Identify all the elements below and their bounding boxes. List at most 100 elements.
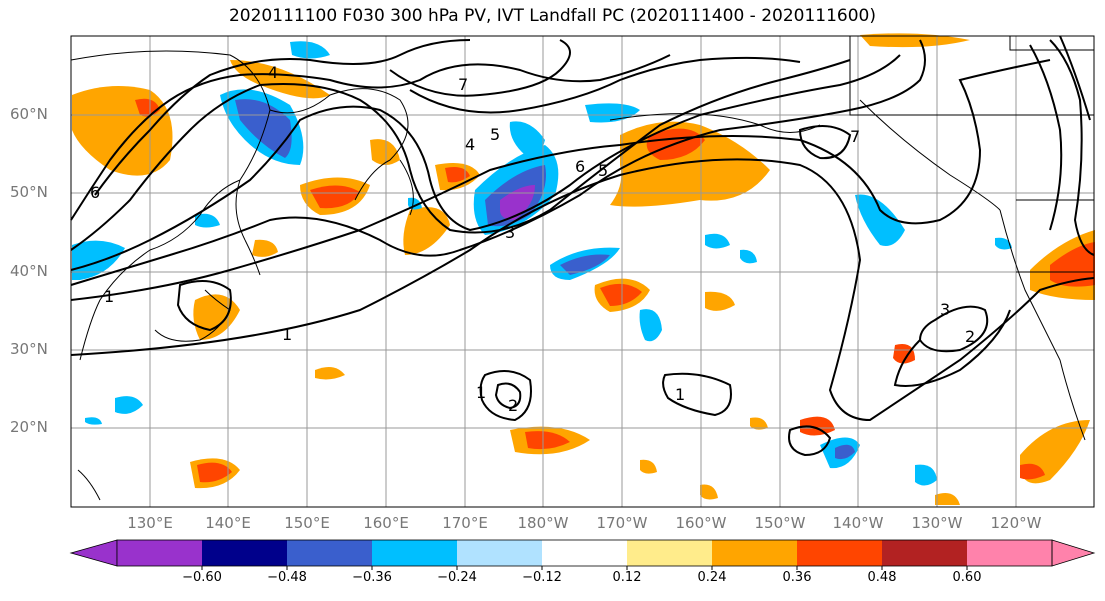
lon-label-180w: 180°W xyxy=(517,514,569,532)
contour-label: 6 xyxy=(575,157,585,176)
lat-label-50n: 50°N xyxy=(10,183,48,201)
shade-positive xyxy=(252,239,278,257)
contour-label: 4 xyxy=(268,63,278,82)
lat-label-60n: 60°N xyxy=(10,105,48,123)
map-title: 2020111100 F030 300 hPa PV, IVT Landfall… xyxy=(228,6,876,26)
shade-negative xyxy=(835,444,855,460)
shade-positive xyxy=(315,366,345,380)
map-frame xyxy=(70,35,1095,508)
shade-positive xyxy=(403,207,450,255)
shade-negative xyxy=(290,41,330,59)
colorbar-tick-label: 0.36 xyxy=(782,570,812,585)
shade-positive xyxy=(700,484,718,500)
colorbar-bin xyxy=(287,540,372,566)
shade-positive xyxy=(230,60,330,99)
colorbar-bin xyxy=(372,540,457,566)
contour-label: 3 xyxy=(505,223,515,242)
colorbar-outline xyxy=(116,539,1053,567)
shade-positive xyxy=(525,431,570,450)
lon-label-170e: 170°E xyxy=(442,514,488,532)
contour-label: 4 xyxy=(465,135,475,154)
shade-negative xyxy=(740,249,757,264)
shade-positive xyxy=(640,459,657,474)
colorbar-tick-label: −0.36 xyxy=(352,570,392,585)
shade-positive xyxy=(600,283,642,306)
lon-label-170w: 170°W xyxy=(596,514,648,532)
lon-label-150w: 150°W xyxy=(754,514,806,532)
shade-negative xyxy=(509,121,545,156)
lon-label-120w: 120°W xyxy=(990,514,1042,532)
colorbar-bin xyxy=(627,540,712,566)
shade-negative xyxy=(915,464,937,486)
shade-negative xyxy=(235,99,292,158)
shade-positive xyxy=(310,185,360,209)
contour-labels: 1 1 1 1 2 2 3 3 4 4 5 5 6 6 7 7 xyxy=(90,63,975,415)
contour-label: 5 xyxy=(598,161,608,180)
colorbar-bin xyxy=(712,540,797,566)
colorbar-tick-label: 0.60 xyxy=(952,570,982,585)
shade-positive xyxy=(197,462,232,483)
lon-label-150e: 150°E xyxy=(284,514,330,532)
lon-label-160e: 160°E xyxy=(363,514,409,532)
shade-positive xyxy=(800,416,835,436)
colorbar-tick-label: 0.24 xyxy=(697,570,727,585)
contour-label: 2 xyxy=(508,396,518,415)
contour-label: 6 xyxy=(90,183,100,202)
shade-positive xyxy=(750,417,768,430)
colorbar-tick-label: −0.12 xyxy=(522,570,562,585)
colorbar-tick-label: −0.24 xyxy=(437,570,477,585)
shade-negative xyxy=(705,233,730,249)
shade-negative xyxy=(500,185,535,220)
colorbar-bin xyxy=(967,540,1052,566)
lat-label-40n: 40°N xyxy=(10,262,48,280)
contour-label: 1 xyxy=(104,287,114,306)
lat-label-30n: 30°N xyxy=(10,340,48,358)
colorbar xyxy=(69,539,1096,570)
shade-positive xyxy=(445,167,470,183)
lon-label-140e: 140°E xyxy=(205,514,251,532)
shade-positive xyxy=(72,86,173,176)
shade-positive xyxy=(860,33,970,48)
shade-negative xyxy=(195,213,220,228)
colorbar-bin xyxy=(117,540,202,566)
shade-positive xyxy=(893,344,915,364)
lon-label-130w: 130°W xyxy=(911,514,963,532)
lon-label-130e: 130°E xyxy=(127,514,173,532)
contour-label: 1 xyxy=(675,385,685,404)
lon-label-140w: 140°W xyxy=(832,514,884,532)
shade-negative xyxy=(72,240,125,280)
lon-label-160w: 160°W xyxy=(675,514,727,532)
shade-positive xyxy=(370,139,400,165)
colorbar-bin xyxy=(797,540,882,566)
shading-layer xyxy=(72,33,1095,505)
colorbar-bin xyxy=(202,540,287,566)
shade-negative xyxy=(85,417,102,425)
shade-negative xyxy=(639,309,662,342)
colorbar-tick-label: 0.48 xyxy=(867,570,897,585)
shade-negative xyxy=(995,237,1012,250)
contour-label: 3 xyxy=(940,300,950,319)
contour-layer xyxy=(70,35,1095,457)
lat-label-20n: 20°N xyxy=(10,418,48,436)
contour-label: 7 xyxy=(850,127,860,146)
colorbar-bin xyxy=(882,540,967,566)
contour-label: 2 xyxy=(965,327,975,346)
colorbar-tick-label: −0.60 xyxy=(182,570,222,585)
shade-negative xyxy=(115,396,143,414)
colorbar-bin xyxy=(457,540,542,566)
colorbar-tick-label: −0.48 xyxy=(267,570,307,585)
contour-label: 1 xyxy=(476,383,486,402)
contour-label: 7 xyxy=(458,75,468,94)
contour-label: 5 xyxy=(490,125,500,144)
colorbar-bin xyxy=(542,540,627,566)
shade-positive xyxy=(193,294,240,340)
colorbar-extend-left xyxy=(69,539,118,567)
shade-positive xyxy=(935,492,960,505)
colorbar-extend-right xyxy=(1051,539,1096,567)
shade-negative xyxy=(855,194,905,246)
shade-positive xyxy=(1050,242,1095,287)
shade-positive xyxy=(705,291,735,311)
colorbar-tick-label: 0.12 xyxy=(612,570,642,585)
shade-positive xyxy=(1020,463,1045,480)
